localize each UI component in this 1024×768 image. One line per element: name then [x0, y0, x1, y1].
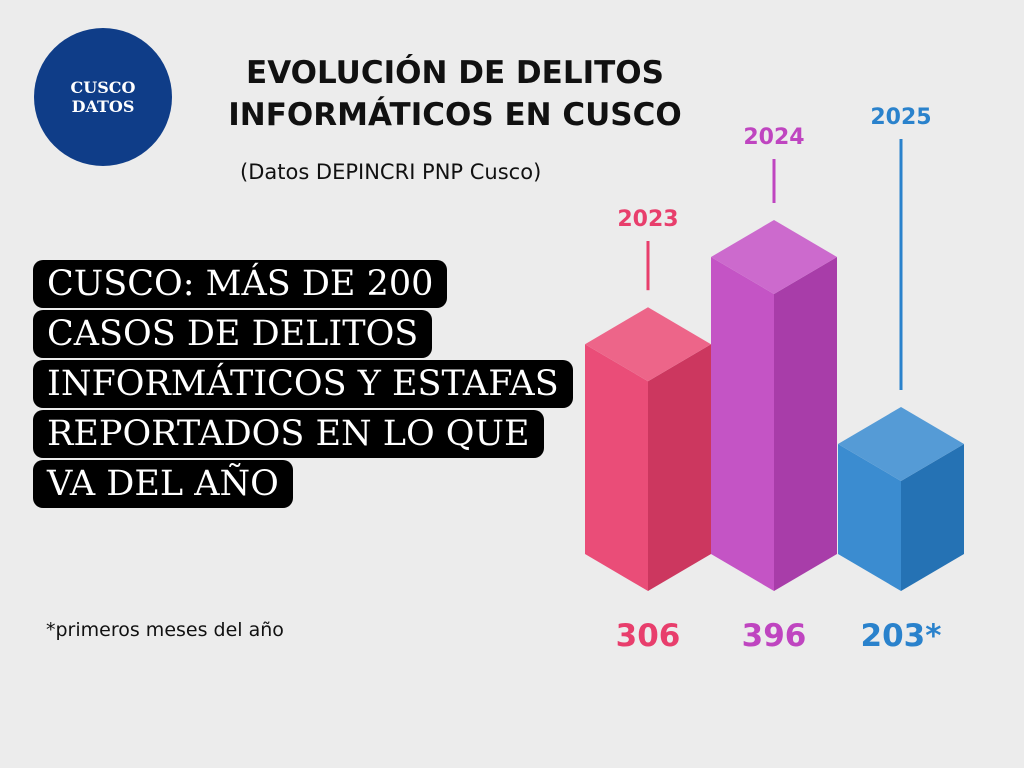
logo-badge: CUSCO DATOS: [34, 28, 172, 166]
value-label-2023: 306: [616, 618, 681, 654]
value-label-2024: 396: [742, 618, 807, 654]
headline: CUSCO: MÁS DE 200 CASOS DE DELITOS INFOR…: [33, 259, 573, 509]
bar-2024-top-face: [711, 220, 837, 294]
bar-2024-side-face: [774, 257, 837, 591]
bar-2025-top-face: [838, 407, 964, 481]
logo-line-1: CUSCO: [70, 78, 136, 97]
logo-line-2: DATOS: [71, 97, 135, 116]
value-label-2025: 203*: [861, 618, 942, 654]
chart-title: EVOLUCIÓN DE DELITOS INFORMÁTICOS EN CUS…: [195, 52, 715, 136]
footnote: *primeros meses del año: [46, 619, 284, 641]
bar-2024-front-face: [711, 257, 774, 591]
category-label-2025: 2025: [870, 105, 931, 130]
data-source: (Datos DEPINCRI PNP Cusco): [240, 160, 542, 184]
category-label-2023: 2023: [617, 207, 678, 232]
bar-2023-side-face: [648, 344, 711, 591]
category-label-2024: 2024: [743, 125, 804, 150]
chart-title-line-2: INFORMÁTICOS EN CUSCO: [228, 97, 682, 133]
bar-2023-front-face: [585, 344, 648, 591]
chart-title-line-1: EVOLUCIÓN DE DELITOS: [246, 55, 664, 91]
bar-2025-front-face: [838, 444, 901, 591]
bar-2025-side-face: [901, 444, 964, 591]
bar-2023-top-face: [585, 307, 711, 382]
